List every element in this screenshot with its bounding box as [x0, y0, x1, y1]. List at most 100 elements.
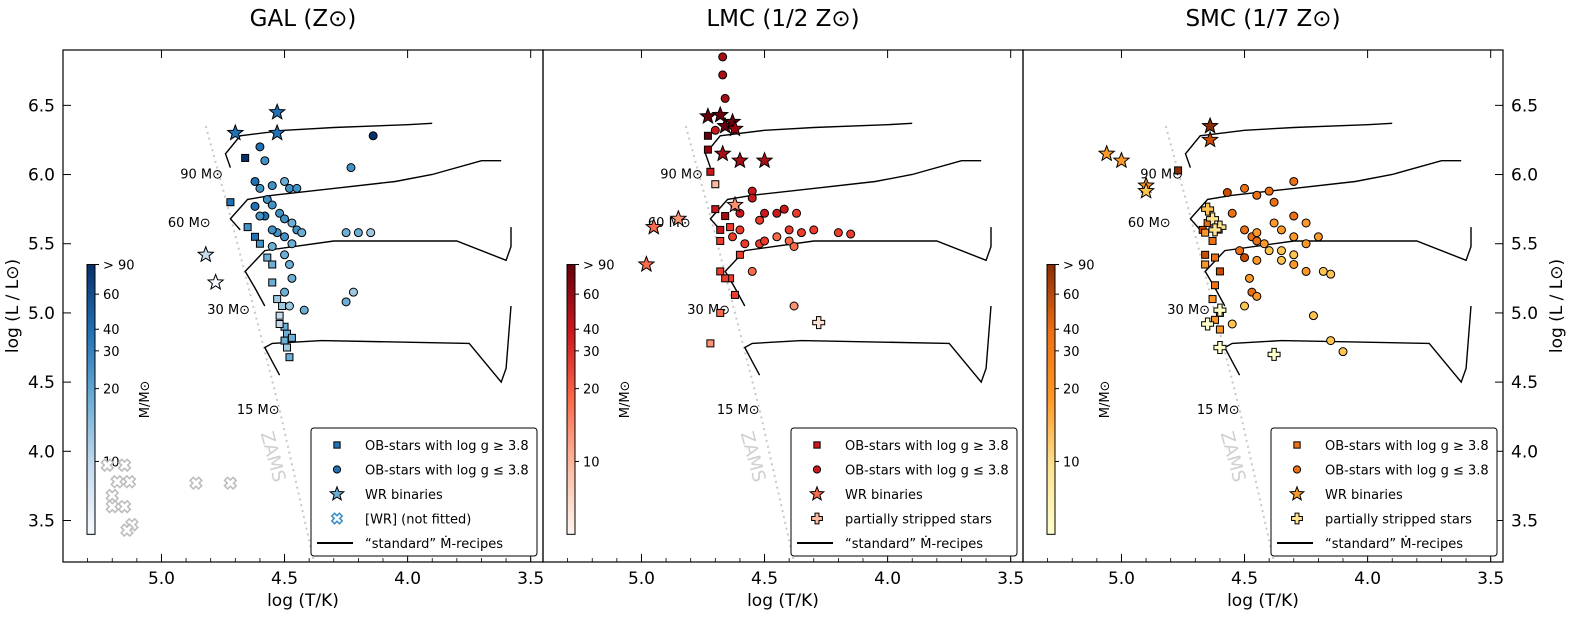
data-point	[644, 217, 663, 235]
data-point	[285, 353, 294, 362]
evolutionary-track	[229, 159, 502, 231]
data-point	[711, 105, 730, 123]
zams-line	[1164, 125, 1276, 563]
data-point	[740, 239, 750, 249]
colorbar-tick-label: 40	[103, 323, 120, 338]
colorbar-tick-label: > 90	[103, 258, 135, 273]
data-point	[243, 223, 252, 232]
data-point	[1201, 202, 1215, 216]
data-point	[1252, 291, 1262, 301]
data-point	[1289, 259, 1299, 269]
colorbar-tick-label: 10	[1063, 455, 1080, 470]
colorbar-tick-label: 30	[1063, 345, 1080, 360]
track-label: 90 M⊙	[1140, 168, 1183, 183]
data-point	[255, 142, 265, 152]
legend-marker	[1292, 465, 1302, 474]
data-point	[284, 183, 294, 193]
legend-box	[790, 427, 1018, 557]
colorbar-tick-label: 30	[103, 345, 120, 360]
data-point	[789, 241, 799, 251]
y-tick-label: 6.5	[1511, 96, 1538, 116]
data-point	[1301, 239, 1311, 249]
data-point	[1244, 273, 1254, 283]
data-point	[255, 211, 265, 221]
data-point	[260, 156, 270, 166]
colorbar-label: M/M⊙	[138, 381, 153, 419]
evolutionary-track	[743, 305, 992, 384]
legend-marker	[333, 441, 341, 449]
data-point	[755, 151, 774, 169]
data-point	[1201, 250, 1210, 259]
data-point	[721, 274, 730, 283]
legend-marker	[813, 441, 821, 449]
data-point	[105, 488, 120, 503]
data-point	[796, 228, 806, 238]
legend-label: OB-stars with log g ≥ 3.8	[845, 439, 1009, 454]
data-point	[267, 241, 277, 251]
evolutionary-track	[1189, 159, 1462, 231]
y-tick-label: 5.0	[28, 304, 55, 324]
x-tick-label: 3.5	[997, 569, 1024, 589]
track-label: 90 M⊙	[180, 168, 223, 183]
data-point	[273, 295, 282, 304]
y-tick-label: 6.0	[28, 166, 55, 186]
track-label: 30 M⊙	[1167, 303, 1210, 318]
y-tick-label: 6.0	[1511, 166, 1538, 186]
legend-label: WR binaries	[365, 488, 443, 503]
legend-marker	[808, 485, 826, 501]
data-point	[105, 499, 120, 514]
data-point	[1318, 266, 1328, 276]
data-point	[287, 218, 297, 228]
legend-label: OB-stars with log g ≤ 3.8	[1325, 464, 1489, 479]
data-point	[747, 193, 757, 203]
legend-marker	[332, 465, 342, 474]
panel-title: LMC (1/2 Z⊙)	[706, 6, 859, 32]
data-point	[1269, 197, 1279, 207]
data-point	[728, 232, 738, 242]
x-tick-label: 5.0	[1108, 569, 1135, 589]
data-point	[703, 131, 712, 140]
data-point	[206, 273, 225, 291]
colorbar-tick-label: 20	[583, 383, 600, 398]
data-point	[100, 458, 115, 473]
y-tick-label: 3.5	[1511, 511, 1538, 531]
data-point	[280, 336, 289, 345]
data-point	[292, 183, 302, 193]
data-point	[280, 287, 290, 297]
data-point	[275, 311, 284, 320]
data-point	[117, 458, 132, 473]
data-point	[267, 200, 277, 210]
data-point	[297, 228, 307, 238]
data-point	[341, 228, 351, 238]
data-point	[710, 125, 720, 135]
legend: OB-stars with log g ≥ 3.8 OB-stars with l…	[310, 427, 538, 557]
data-point	[353, 228, 363, 238]
legend-marker	[811, 512, 823, 525]
data-point	[268, 123, 287, 141]
data-point	[706, 167, 715, 176]
zams-label: ZAMS	[1216, 429, 1250, 484]
data-point	[846, 229, 856, 239]
legend-label: OB-stars with log g ≤ 3.8	[365, 464, 529, 479]
data-point	[713, 144, 732, 162]
data-point	[731, 290, 739, 299]
x-axis-label: log (T/K)	[747, 591, 819, 611]
data-point	[280, 214, 290, 224]
data-point	[1215, 325, 1224, 334]
data-point	[255, 183, 265, 193]
legend-marker	[1288, 485, 1306, 501]
legend-label: “standard” Ṁ-recipes	[845, 536, 983, 552]
data-point	[784, 225, 794, 235]
series-cross-x	[100, 458, 238, 538]
data-point	[1222, 188, 1232, 198]
series-cross-plus	[1201, 202, 1281, 361]
data-point	[637, 255, 656, 273]
data-point	[720, 93, 730, 103]
series-circle	[1222, 176, 1348, 357]
data-point	[251, 232, 259, 241]
series-square	[1174, 166, 1224, 334]
data-point	[1211, 315, 1219, 324]
data-point	[1208, 236, 1217, 245]
data-point	[1259, 239, 1269, 249]
data-point	[275, 208, 285, 218]
